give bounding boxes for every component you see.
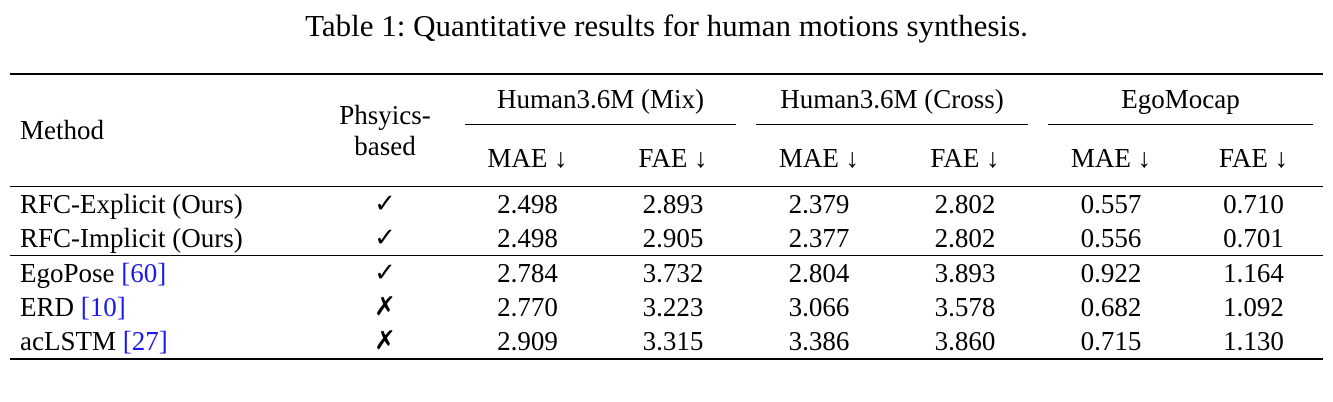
results-table: Method Phsyics- based Human3.6M (Mix) Hu…: [10, 73, 1324, 360]
metric-value: 3.578: [934, 291, 996, 322]
physics-header-line2: based: [354, 130, 416, 161]
check-mark-icon: ✓: [374, 258, 396, 288]
metric-value: 3.860: [934, 325, 996, 356]
metric-value: 1.092: [1223, 291, 1284, 322]
metric-value: 2.802: [934, 188, 996, 219]
method-name: acLSTM [27]: [10, 324, 315, 359]
metric-value: 0.710: [1223, 188, 1284, 219]
method-label: RFC-Explicit (Ours): [20, 188, 243, 219]
metric-value: 3.893: [934, 257, 996, 288]
metric-header: MAE ↓: [1070, 142, 1152, 173]
metric-value: 2.770: [497, 291, 558, 322]
check-mark-icon: ✓: [374, 223, 396, 253]
header-row-groups: Method Phsyics- based Human3.6M (Mix) Hu…: [10, 74, 1324, 161]
metric-value: 1.164: [1223, 257, 1284, 288]
group-label: Human3.6M (Cross): [756, 84, 1029, 125]
metric-header: FAE ↓: [1218, 142, 1289, 173]
method-header: Method: [20, 115, 104, 145]
metric-value: 2.498: [497, 188, 558, 219]
method-label: EgoPose: [20, 257, 122, 288]
group-header-h36m-cross: Human3.6M (Cross): [746, 74, 1038, 130]
metric-value: 0.682: [1080, 291, 1142, 322]
citation-link[interactable]: [10]: [80, 291, 126, 322]
metric-value: 3.732: [642, 257, 704, 288]
metric-value: 0.922: [1080, 257, 1142, 288]
method-label: ERD: [20, 291, 81, 322]
metric-value: 2.802: [934, 222, 996, 253]
citation-link[interactable]: [27]: [122, 325, 168, 356]
method-name: ERD [10]: [10, 290, 315, 324]
group-label: Human3.6M (Mix): [465, 84, 737, 125]
metric-value: 3.315: [642, 325, 704, 356]
metric-value: 3.066: [788, 291, 850, 322]
metric-value: 2.909: [497, 325, 558, 356]
physics-header-line1: Phsyics-: [339, 99, 431, 130]
metric-value: 3.386: [788, 325, 850, 356]
metric-header: MAE ↓: [487, 142, 568, 173]
method-label: acLSTM: [20, 325, 123, 356]
metric-value: 2.498: [497, 222, 558, 253]
cross-mark-icon: ✗: [374, 292, 396, 322]
metric-value: 2.379: [788, 188, 850, 219]
method-name: RFC-Implicit (Ours): [10, 221, 315, 256]
metric-header: MAE ↓: [778, 142, 860, 173]
table-caption: Table 1: Quantitative results for human …: [305, 8, 1028, 43]
metric-value: 2.377: [788, 222, 850, 253]
group-label: EgoMocap: [1048, 84, 1314, 125]
metric-value: 0.701: [1223, 222, 1284, 253]
metric-value: 3.223: [642, 291, 704, 322]
metric-value: 0.556: [1080, 222, 1142, 253]
physics-header: Phsyics- based: [315, 74, 455, 187]
method-label: RFC-Implicit (Ours): [20, 222, 243, 253]
table-row: RFC-Implicit (Ours) ✓ 2.498 2.905 2.377 2.802…: [10, 221, 1323, 256]
check-mark-icon: ✓: [374, 189, 396, 219]
metric-value: 1.130: [1223, 325, 1284, 356]
citation-link[interactable]: [60]: [121, 257, 167, 288]
metric-header: FAE ↓: [930, 142, 1000, 173]
table-row: ERD [10] ✗ 2.770 3.223 3.066 3.578 0.682 1.092: [10, 290, 1323, 324]
method-name: RFC-Explicit (Ours): [10, 187, 315, 222]
metric-value: 0.557: [1080, 188, 1142, 219]
table-row: RFC-Explicit (Ours) ✓ 2.498 2.893 2.379 2.802…: [10, 186, 1324, 222]
metric-value: 2.905: [642, 222, 704, 253]
metric-value: 2.893: [642, 188, 704, 219]
cross-mark-icon: ✗: [374, 326, 396, 356]
header-row-metrics: MAE ↓ FAE ↓ MAE ↓ FAE ↓ MAE ↓ FAE ↓: [10, 130, 1323, 187]
group-header-h36m-mix: Human3.6M (Mix): [455, 74, 746, 130]
metric-header: FAE ↓: [638, 142, 708, 173]
method-name: EgoPose [60]: [10, 256, 315, 291]
table-row: EgoPose [60] ✓ 2.784 3.732 2.804 3.893 0.922 1.…: [10, 255, 1324, 291]
group-header-egomocap: EgoMocap: [1038, 74, 1323, 130]
metric-value: 2.784: [497, 257, 558, 288]
metric-value: 2.804: [788, 257, 850, 288]
table-row: acLSTM [27] ✗ 2.909 3.315 3.386 3.860 0.715 1.1…: [10, 324, 1324, 359]
metric-value: 0.715: [1080, 325, 1142, 356]
